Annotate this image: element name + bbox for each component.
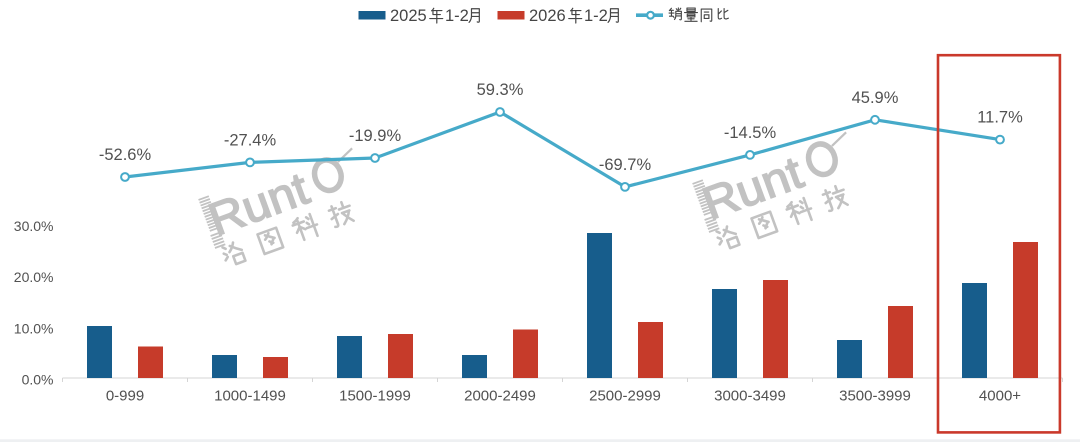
- svg-text:1500-1999: 1500-1999: [339, 388, 411, 405]
- svg-text:-69.7%: -69.7%: [599, 156, 652, 174]
- svg-text:59.3%: 59.3%: [477, 81, 524, 99]
- svg-text:-27.4%: -27.4%: [224, 131, 277, 149]
- svg-text:1-2: 1-2: [584, 7, 608, 25]
- svg-text:-14.5%: -14.5%: [724, 124, 777, 142]
- svg-text:2500-2999: 2500-2999: [589, 388, 661, 405]
- svg-text:0-999: 0-999: [106, 388, 144, 405]
- svg-text:-19.9%: -19.9%: [349, 127, 402, 145]
- svg-text:20.0%: 20.0%: [14, 269, 54, 285]
- svg-text:30.0%: 30.0%: [14, 218, 54, 234]
- svg-text:0.0%: 0.0%: [22, 372, 54, 388]
- svg-text:3500-3999: 3500-3999: [839, 388, 911, 405]
- svg-text:1000-1499: 1000-1499: [214, 388, 286, 405]
- svg-text:2000-2499: 2000-2499: [464, 388, 536, 405]
- svg-text:-52.6%: -52.6%: [99, 146, 152, 164]
- svg-text:2026: 2026: [529, 7, 566, 25]
- svg-text:2025: 2025: [390, 7, 427, 25]
- svg-text:1-2: 1-2: [445, 7, 469, 25]
- svg-text:4000+: 4000+: [979, 388, 1021, 405]
- svg-text:11.7%: 11.7%: [977, 109, 1023, 127]
- svg-text:3000-3499: 3000-3499: [714, 388, 786, 405]
- svg-text:45.9%: 45.9%: [852, 89, 899, 107]
- svg-text:10.0%: 10.0%: [14, 320, 54, 336]
